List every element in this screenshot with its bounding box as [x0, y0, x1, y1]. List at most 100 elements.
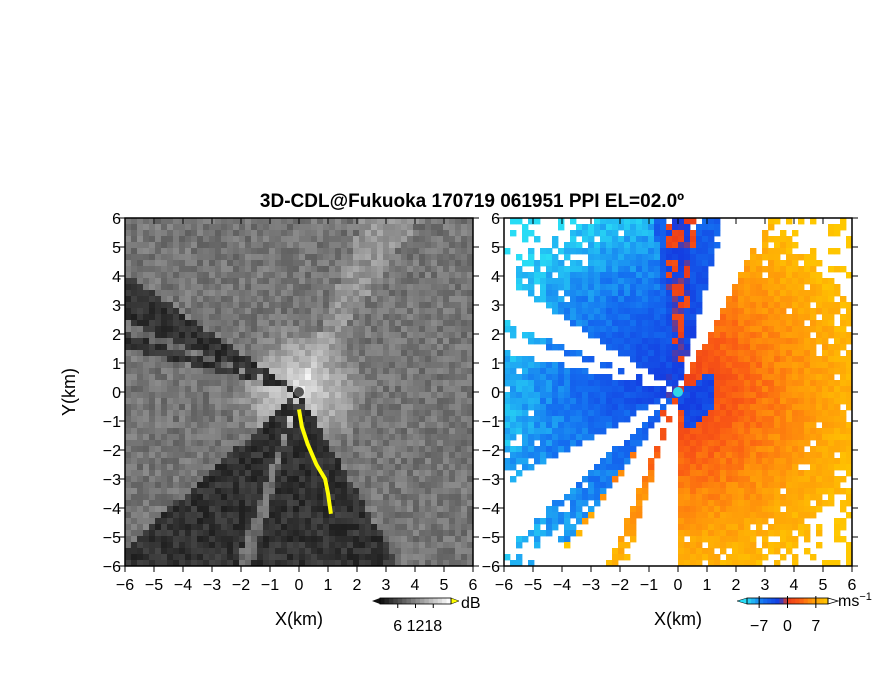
reflectivity-cell [311, 416, 318, 423]
reflectivity-cell [269, 548, 276, 555]
velocity-cell [576, 224, 583, 231]
reflectivity-cell [185, 380, 192, 387]
reflectivity-cell [215, 482, 222, 489]
reflectivity-cell [221, 386, 228, 393]
reflectivity-cell [455, 248, 462, 255]
reflectivity-cell [317, 380, 324, 387]
reflectivity-cell [227, 482, 234, 489]
reflectivity-cell [467, 554, 474, 561]
velocity-cell [636, 404, 643, 411]
reflectivity-cell [311, 500, 318, 507]
reflectivity-cell [287, 350, 294, 357]
reflectivity-cell [395, 452, 402, 459]
reflectivity-cell [155, 560, 162, 567]
velocity-cell [726, 536, 733, 543]
reflectivity-cell [155, 542, 162, 549]
velocity-cell [696, 368, 703, 375]
velocity-cell [696, 452, 703, 459]
velocity-cell [702, 536, 709, 543]
reflectivity-cell [197, 296, 204, 303]
reflectivity-cell [239, 326, 246, 333]
reflectivity-cell [131, 470, 138, 477]
velocity-cell [630, 260, 637, 267]
velocity-cell [534, 392, 541, 399]
velocity-cell [624, 446, 631, 453]
reflectivity-cell [203, 248, 210, 255]
velocity-cell [738, 362, 745, 369]
velocity-cell [738, 374, 745, 381]
reflectivity-cell [281, 230, 288, 237]
reflectivity-cell [281, 512, 288, 519]
reflectivity-cell [299, 308, 306, 315]
velocity-cell [558, 398, 565, 405]
reflectivity-cell [185, 332, 192, 339]
x-tick-label: 1 [324, 577, 333, 594]
reflectivity-cell [419, 440, 426, 447]
velocity-cell [690, 482, 697, 489]
velocity-cell [612, 422, 619, 429]
velocity-cell [690, 464, 697, 471]
reflectivity-cell [185, 482, 192, 489]
reflectivity-cell [401, 290, 408, 297]
reflectivity-cell [299, 410, 306, 417]
velocity-cell [630, 266, 637, 273]
reflectivity-cell [239, 224, 246, 231]
reflectivity-cell [347, 488, 354, 495]
x-tick-label: −4 [174, 577, 192, 594]
reflectivity-cell [203, 308, 210, 315]
reflectivity-cell [335, 368, 342, 375]
reflectivity-cell [233, 518, 240, 525]
reflectivity-cell [335, 278, 342, 285]
reflectivity-cell [311, 476, 318, 483]
reflectivity-cell [215, 512, 222, 519]
velocity-cell [558, 500, 565, 507]
velocity-cell [546, 434, 553, 441]
reflectivity-cell [275, 506, 282, 513]
velocity-cell [696, 392, 703, 399]
reflectivity-cell [371, 506, 378, 513]
reflectivity-cell [323, 464, 330, 471]
velocity-cell [678, 308, 685, 315]
velocity-cell [738, 500, 745, 507]
velocity-cell [738, 296, 745, 303]
velocity-cell [666, 284, 673, 291]
velocity-cell [660, 266, 667, 273]
reflectivity-cell [293, 218, 300, 225]
reflectivity-cell [239, 314, 246, 321]
velocity-cell [726, 542, 733, 549]
reflectivity-cell [347, 242, 354, 249]
reflectivity-cell [275, 254, 282, 261]
velocity-cell [732, 548, 739, 555]
reflectivity-cell [467, 530, 474, 537]
velocity-cell [684, 296, 691, 303]
velocity-cell [714, 494, 721, 501]
reflectivity-cell [245, 272, 252, 279]
reflectivity-cell [191, 458, 198, 465]
reflectivity-cell [215, 530, 222, 537]
velocity-cell [732, 476, 739, 483]
reflectivity-cell [299, 248, 306, 255]
reflectivity-cell [257, 476, 264, 483]
reflectivity-cell [155, 428, 162, 435]
reflectivity-cell [125, 470, 132, 477]
velocity-cell [510, 218, 517, 225]
reflectivity-cell [347, 470, 354, 477]
reflectivity-cell [263, 308, 270, 315]
velocity-cell [540, 434, 547, 441]
reflectivity-cell [347, 290, 354, 297]
reflectivity-cell [377, 554, 384, 561]
reflectivity-cell [215, 548, 222, 555]
reflectivity-cell [173, 266, 180, 273]
velocity-cell [600, 260, 607, 267]
reflectivity-cell [437, 320, 444, 327]
reflectivity-cell [443, 398, 450, 405]
reflectivity-cell [335, 356, 342, 363]
velocity-cell [690, 254, 697, 261]
reflectivity-cell [383, 248, 390, 255]
reflectivity-cell [281, 464, 288, 471]
reflectivity-cell [179, 302, 186, 309]
reflectivity-cell [161, 230, 168, 237]
reflectivity-cell [137, 536, 144, 543]
velocity-cell [726, 482, 733, 489]
reflectivity-cell [125, 476, 132, 483]
